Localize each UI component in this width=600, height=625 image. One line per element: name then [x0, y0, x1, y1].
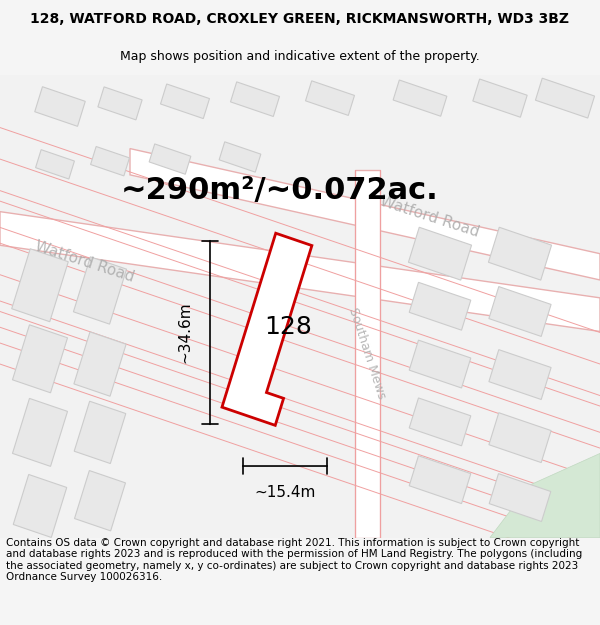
Polygon shape [409, 228, 472, 280]
Polygon shape [73, 257, 127, 324]
Polygon shape [490, 453, 600, 538]
Text: ~34.6m: ~34.6m [177, 302, 192, 363]
Text: Watford Road: Watford Road [379, 194, 482, 240]
Polygon shape [13, 398, 68, 466]
Polygon shape [91, 146, 130, 176]
Polygon shape [130, 149, 600, 280]
Polygon shape [489, 349, 551, 399]
Polygon shape [222, 233, 312, 426]
Polygon shape [355, 169, 380, 538]
Text: 128, WATFORD ROAD, CROXLEY GREEN, RICKMANSWORTH, WD3 3BZ: 128, WATFORD ROAD, CROXLEY GREEN, RICKMA… [31, 12, 569, 26]
Polygon shape [489, 474, 551, 521]
Text: ~290m²/~0.072ac.: ~290m²/~0.072ac. [121, 176, 439, 205]
Polygon shape [305, 81, 355, 116]
Polygon shape [489, 412, 551, 462]
Polygon shape [409, 456, 471, 504]
Text: ~15.4m: ~15.4m [254, 485, 316, 500]
Polygon shape [409, 398, 471, 446]
Polygon shape [393, 80, 447, 116]
Text: Map shows position and indicative extent of the property.: Map shows position and indicative extent… [120, 50, 480, 62]
Polygon shape [489, 287, 551, 336]
Polygon shape [149, 144, 191, 174]
Text: 128: 128 [264, 315, 312, 339]
Polygon shape [409, 340, 471, 388]
Polygon shape [98, 87, 142, 120]
Polygon shape [488, 228, 551, 280]
Polygon shape [74, 471, 125, 531]
Polygon shape [12, 249, 68, 322]
Polygon shape [409, 282, 471, 330]
Polygon shape [13, 474, 67, 538]
Text: Southam Mews: Southam Mews [346, 306, 388, 401]
Polygon shape [161, 84, 209, 119]
Polygon shape [230, 82, 280, 116]
Polygon shape [219, 142, 261, 172]
Text: Contains OS data © Crown copyright and database right 2021. This information is : Contains OS data © Crown copyright and d… [6, 538, 582, 582]
Polygon shape [473, 79, 527, 118]
Polygon shape [35, 87, 85, 126]
Text: Watford Road: Watford Road [34, 239, 137, 285]
Polygon shape [0, 212, 600, 331]
Polygon shape [74, 332, 126, 396]
Polygon shape [535, 78, 595, 118]
Polygon shape [74, 401, 126, 464]
Polygon shape [35, 149, 74, 179]
Polygon shape [13, 325, 68, 392]
